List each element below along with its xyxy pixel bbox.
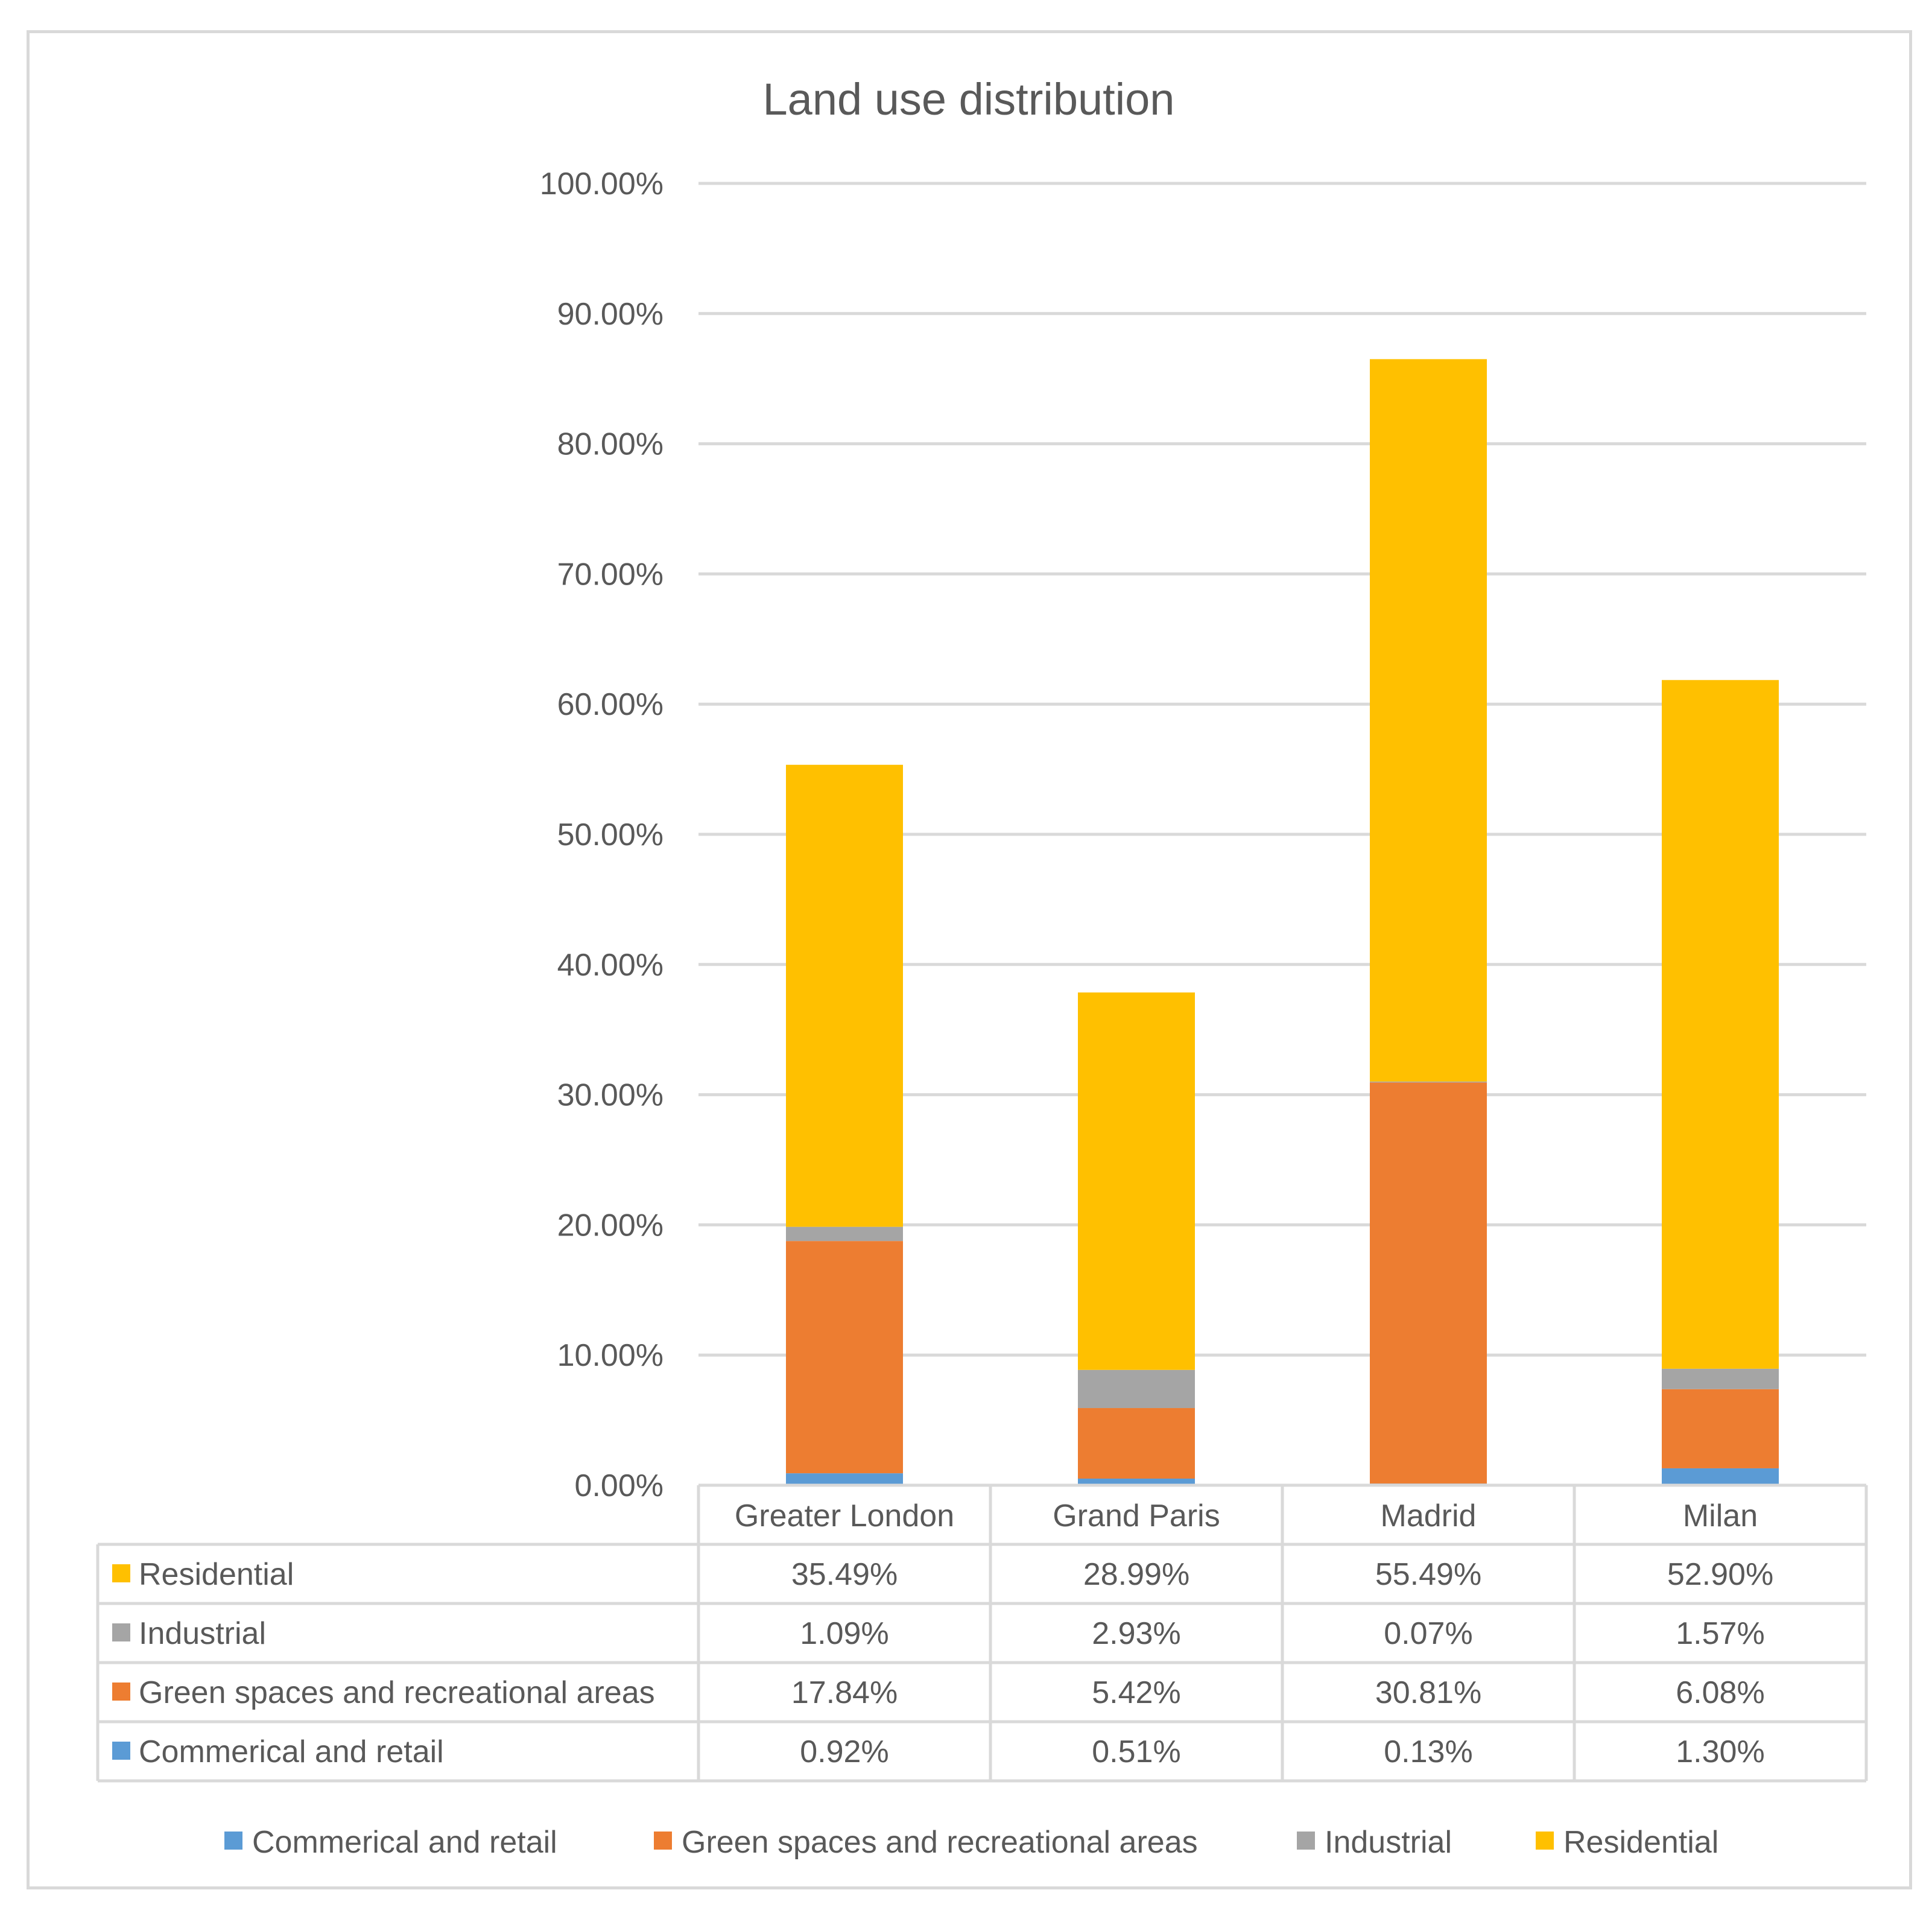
table-cell-value: 0.92% (800, 1734, 888, 1769)
table-cell-value: 28.99% (1083, 1557, 1189, 1592)
table-cell-value: 5.42% (1092, 1675, 1180, 1710)
table-row-label: Commerical and retail (139, 1734, 444, 1769)
table-cell-value: 55.49% (1375, 1557, 1481, 1592)
bar-greater-london-commerical-and-retail (786, 1473, 903, 1485)
table-cell-value: 17.84% (791, 1675, 898, 1710)
bar-greater-london-green-spaces-and-recreational-areas (786, 1241, 903, 1474)
legend-label: Industrial (1325, 1825, 1452, 1860)
table-row-label: Residential (139, 1557, 294, 1592)
bar-grand-paris-commerical-and-retail (1078, 1478, 1195, 1485)
table-row-label: Green spaces and recreational areas (139, 1675, 655, 1710)
stacked-bars (786, 359, 1779, 1485)
bar-milan-industrial (1662, 1368, 1779, 1389)
x-category-label: Greater London (735, 1499, 954, 1533)
data-table: Greater London Grand Paris Madrid Milan Resi… (96, 1483, 1868, 1783)
table-cell-value: 1.57% (1676, 1616, 1764, 1651)
x-category-label: Grand Paris (1053, 1499, 1220, 1533)
bar-greater-london-residential (786, 764, 903, 1227)
x-category-label: Milan (1683, 1499, 1758, 1533)
y-tick-label: 30.00% (557, 1078, 664, 1113)
legend-swatch-commerical-and-retail (224, 1832, 242, 1850)
table-cell-value: 6.08% (1676, 1675, 1764, 1710)
y-tick-label: 20.00% (557, 1208, 664, 1243)
bar-milan-commerical-and-retail (1662, 1468, 1779, 1485)
table-row-swatch-industrial (112, 1623, 130, 1641)
y-tick-label: 80.00% (557, 427, 664, 462)
y-tick-label: 50.00% (557, 817, 664, 852)
bar-greater-london-industrial (786, 1226, 903, 1242)
chart-title: Land use distribution (763, 74, 1175, 124)
bar-grand-paris-industrial (1078, 1369, 1195, 1409)
bar-milan-green-spaces-and-recreational-areas (1662, 1389, 1779, 1468)
bar-grand-paris-residential (1078, 992, 1195, 1370)
table-cell-value: 1.30% (1676, 1734, 1764, 1769)
y-axis-tick-labels: 0.00% 10.00% 20.00% 30.00% 40.00% 50.00% 60.00… (540, 167, 664, 1503)
table-row-label: Industrial (139, 1616, 266, 1651)
y-tick-label: 100.00% (540, 167, 664, 201)
table-row-swatch-commerical-and-retail (112, 1742, 130, 1760)
legend-swatch-industrial (1297, 1832, 1315, 1850)
bar-madrid-green-spaces-and-recreational-areas (1370, 1082, 1487, 1484)
table-cell-value: 0.07% (1384, 1616, 1472, 1651)
legend: Commerical and retail Green spaces and re… (224, 1825, 1718, 1860)
table-cell-value: 0.13% (1384, 1734, 1472, 1769)
chart-frame (27, 30, 1912, 1889)
legend-label: Residential (1563, 1825, 1718, 1860)
x-category-label: Madrid (1381, 1499, 1477, 1533)
y-tick-label: 0.00% (575, 1468, 664, 1503)
table-cell-value: 35.49% (791, 1557, 898, 1592)
table-cell-value: 52.90% (1667, 1557, 1773, 1592)
table-cell-value: 2.93% (1092, 1616, 1180, 1651)
bar-grand-paris-green-spaces-and-recreational-areas (1078, 1408, 1195, 1479)
table-cell-value: 0.51% (1092, 1734, 1180, 1769)
bar-milan-residential (1662, 680, 1779, 1369)
y-tick-label: 60.00% (557, 687, 664, 722)
y-tick-label: 90.00% (557, 297, 664, 332)
bar-madrid-industrial (1370, 1081, 1487, 1083)
table-row-swatch-residential (112, 1564, 130, 1582)
legend-swatch-residential (1536, 1832, 1554, 1850)
legend-label: Commerical and retail (252, 1825, 557, 1860)
table-cell-value: 30.81% (1375, 1675, 1481, 1710)
table-cell-value: 1.09% (800, 1616, 888, 1651)
legend-label: Green spaces and recreational areas (682, 1825, 1198, 1860)
y-tick-label: 40.00% (557, 948, 664, 983)
y-tick-label: 10.00% (557, 1338, 664, 1373)
legend-swatch-green-spaces-and-recreational-areas (654, 1832, 672, 1850)
bar-madrid-residential (1370, 359, 1487, 1082)
y-tick-label: 70.00% (557, 557, 664, 592)
table-row-swatch-green-spaces-and-recreational-areas (112, 1683, 130, 1701)
